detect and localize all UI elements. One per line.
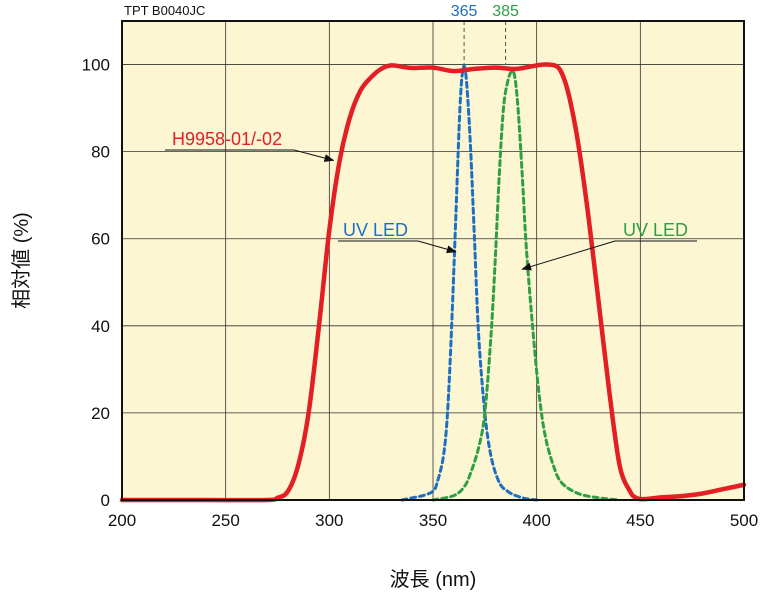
marker-label: 365	[451, 3, 478, 20]
series-line	[119, 62, 747, 503]
x-tick-label: 200	[108, 511, 136, 530]
y-axis-title: 相対値 (%)	[10, 212, 33, 309]
wavelength-markers: 365 385	[451, 3, 519, 65]
y-tick-label: 100	[82, 56, 110, 75]
annotation-leader	[417, 240, 457, 254]
y-tick-label: 40	[91, 317, 110, 336]
y-tick-label: 80	[91, 143, 110, 162]
y-tick-label: 60	[91, 230, 110, 249]
x-axis-title: 波長 (nm)	[390, 568, 477, 591]
annotation-leader	[521, 240, 616, 271]
plot-frame	[121, 20, 745, 501]
x-tick-label: 350	[419, 511, 447, 530]
series-annotation-label: H9958-01/-02	[172, 129, 282, 149]
series-annotation-label: UV LED	[343, 220, 408, 240]
y-tick-label: 20	[91, 404, 110, 423]
x-tick-label: 300	[315, 511, 343, 530]
series-lines	[119, 62, 747, 503]
figure-code: TPT B0040JC	[124, 3, 205, 18]
series-annotation-label: UV LED	[623, 220, 688, 240]
y-tick-label: 0	[101, 491, 110, 510]
series-line	[400, 64, 539, 502]
annotation-leader	[293, 149, 335, 162]
x-tick-label: 400	[522, 511, 550, 530]
marker-label: 385	[492, 3, 519, 20]
x-tick-label: 250	[211, 511, 239, 530]
series-line	[431, 69, 622, 502]
grid-lines	[122, 21, 744, 500]
series-annotations: H9958-01/-02 UV LED UV LED	[165, 129, 697, 271]
x-tick-label: 450	[626, 511, 654, 530]
tick-labels: 200 250 300 350 400 450 500 0 20 40 60 80 100	[82, 56, 759, 530]
x-tick-label: 500	[730, 511, 758, 530]
